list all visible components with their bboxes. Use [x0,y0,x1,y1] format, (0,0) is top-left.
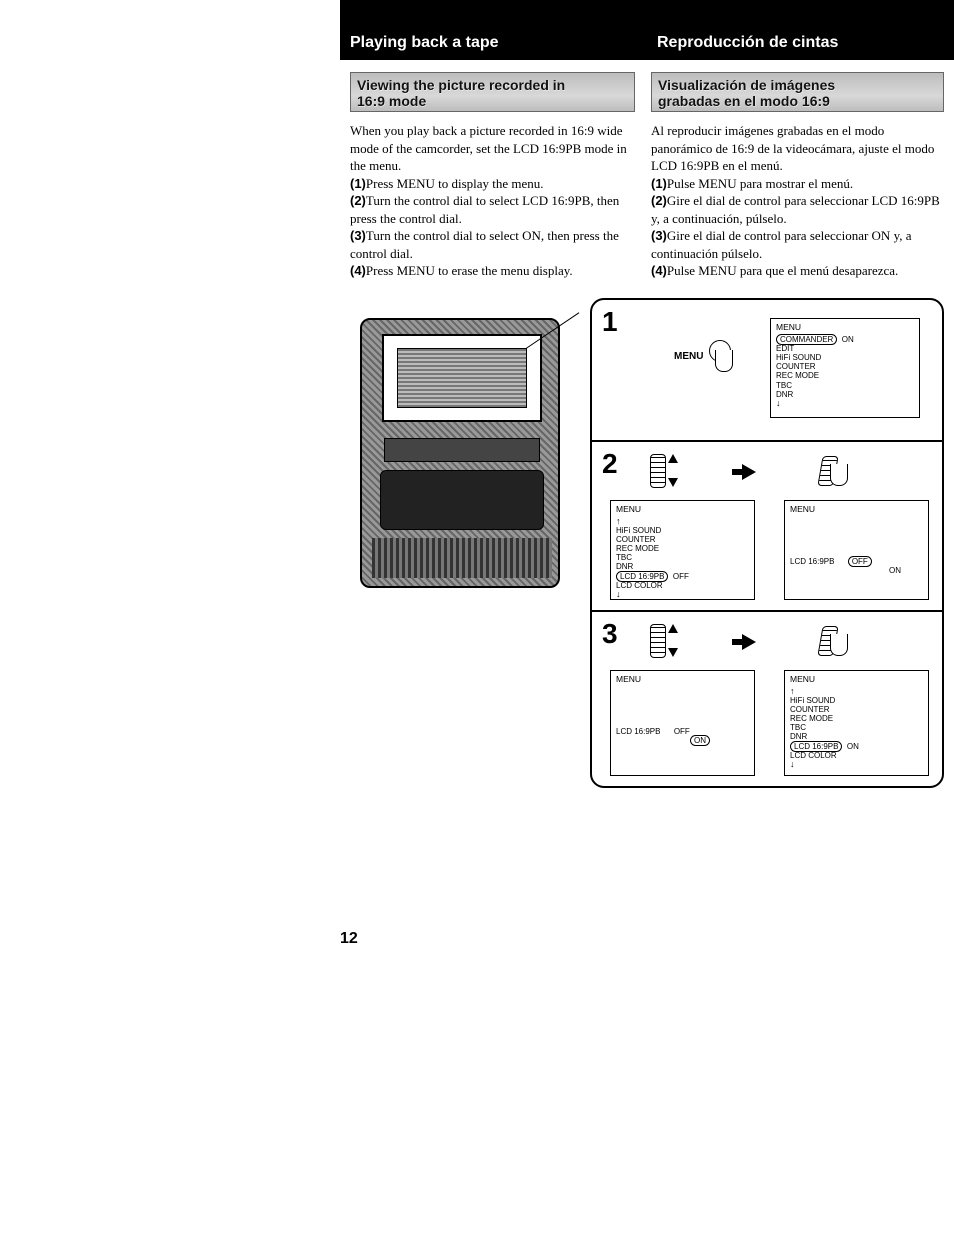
osd-panel-3-right: MENU ↑ HiFi SOUND COUNTER REC MODE TBC D… [784,670,929,776]
down-arrow-icon: ↓ [616,590,749,599]
camcorder-illustration [360,318,560,588]
down-arrow-icon: ↓ [790,760,923,769]
step-en-1: (1)Press MENU to display the menu. [350,175,635,193]
step-en-2: (2)Turn the control dial to select LCD 1… [350,192,635,227]
header-title-es: Reproducción de cintas [647,34,944,52]
step-en-3: (3)Turn the control dial to select ON, t… [350,227,635,262]
section-banner-en: Viewing the picture recorded in 16:9 mod… [350,72,635,112]
osd-panel-3-left: MENU LCD 16:9PB OFF ON [610,670,755,776]
header-title-en: Playing back a tape [350,34,647,52]
step-es-1: (1)Pulse MENU para mostrar el menú. [651,175,944,193]
banner-line1-es: Visualización de imágenes [658,77,835,93]
banner-line1-en: Viewing the picture recorded in [357,77,565,93]
osd-title: MENU [776,323,914,333]
press-button-icon [707,340,737,374]
up-arrow-icon: ↑ [616,517,749,526]
step-es-3: (3)Gire el dial de control para seleccio… [651,227,944,262]
arrow-right-icon [742,634,756,650]
step-panel-3: 3 MENU LCD 16:9PB OFF ON [592,610,942,788]
step-panel-1: 1 MENU MENU COMMANDER ON EDIT HiFi SOUND… [592,300,942,440]
banner-line2-en: 16:9 mode [357,93,426,109]
camcorder-strip [384,438,540,462]
step-panel-2: 2 MENU ↑ HiFi SOUND COUNTER REC MODE TBC… [592,440,942,610]
body-columns: Viewing the picture recorded in 16:9 mod… [340,60,954,280]
camcorder-base [372,538,552,578]
menu-label: MENU [674,351,703,362]
step-number-3: 3 [602,618,618,650]
step-en-4: (4)Press MENU to erase the menu display. [350,262,635,280]
down-arrow-icon: ↓ [776,399,914,408]
steps-box: 1 MENU MENU COMMANDER ON EDIT HiFi SOUND… [590,298,944,788]
turn-dial-icon [650,622,678,660]
turn-dial-icon [650,452,678,490]
step-es-4: (4)Pulse MENU para que el menú desaparez… [651,262,944,280]
camcorder-screen-image [397,348,527,408]
press-dial-icon [820,452,852,490]
instruction-figure: 1 MENU MENU COMMANDER ON EDIT HiFi SOUND… [350,298,944,798]
banner-line2-es: grabadas en el modo 16:9 [658,93,830,109]
section-banner-es: Visualización de imágenes grabadas en el… [651,72,944,112]
intro-es: Al reproducir imágenes grabadas en el mo… [651,122,944,175]
intro-en: When you play back a picture recorded in… [350,122,635,175]
press-dial-icon [820,622,852,660]
osd-panel-2-right: MENU LCD 16:9PB OFF ON [784,500,929,600]
manual-page: Playing back a tape Reproducción de cint… [340,0,954,798]
page-number: 12 [340,930,358,948]
camcorder-panel [380,470,544,530]
column-spanish: Visualización de imágenes grabadas en el… [647,72,944,280]
column-english: Viewing the picture recorded in 16:9 mod… [350,72,647,280]
osd-panel-2-left: MENU ↑ HiFi SOUND COUNTER REC MODE TBC D… [610,500,755,600]
up-arrow-icon: ↑ [790,687,923,696]
arrow-right-icon [742,464,756,480]
chapter-header: Playing back a tape Reproducción de cint… [340,0,954,60]
step-number-1: 1 [602,306,618,338]
menu-button-group: MENU [674,340,737,374]
camcorder-screen [382,334,542,422]
step-number-2: 2 [602,448,618,480]
step-es-2: (2)Gire el dial de control para seleccio… [651,192,944,227]
osd-panel-1: MENU COMMANDER ON EDIT HiFi SOUND COUNTE… [770,318,920,418]
